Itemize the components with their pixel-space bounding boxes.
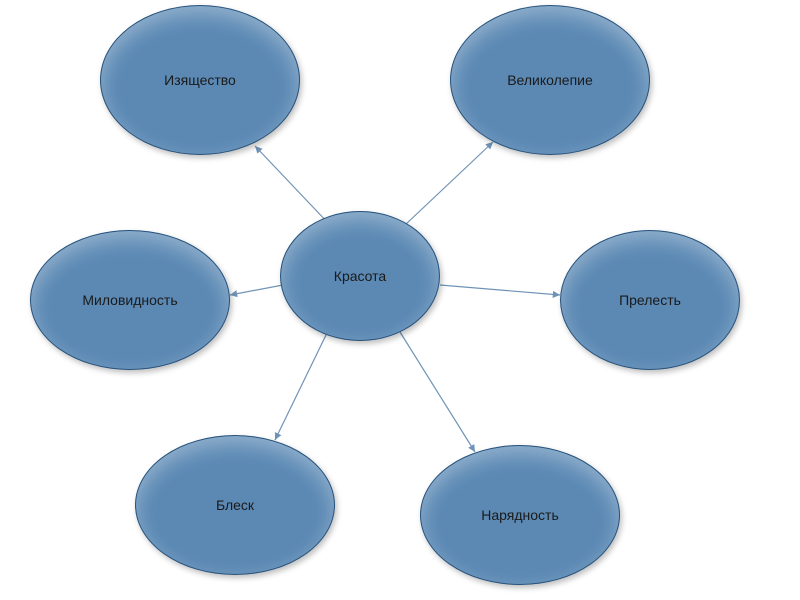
connector-line <box>230 285 283 295</box>
outer-node-label: Великолепие <box>501 72 599 89</box>
connector-line <box>400 332 475 452</box>
center-label: Красота <box>328 268 392 285</box>
outer-node-label: Миловидность <box>76 292 183 309</box>
outer-node-n2: Миловидность <box>30 230 230 370</box>
outer-node-n0: Изящество <box>100 5 300 155</box>
outer-node-label: Блеск <box>210 497 260 514</box>
outer-node-n1: Великолепие <box>450 5 650 155</box>
outer-node-label: Нарядность <box>475 507 565 524</box>
outer-node-n4: Блеск <box>135 435 335 575</box>
outer-node-n5: Нарядность <box>420 445 620 585</box>
connector-line <box>275 333 327 440</box>
center-node: Красота <box>280 211 440 341</box>
outer-node-n3: Прелесть <box>560 230 740 370</box>
connector-line <box>405 142 493 225</box>
outer-node-label: Изящество <box>158 72 242 89</box>
connector-line <box>255 146 330 225</box>
outer-node-label: Прелесть <box>613 292 687 309</box>
connector-line <box>440 285 560 295</box>
